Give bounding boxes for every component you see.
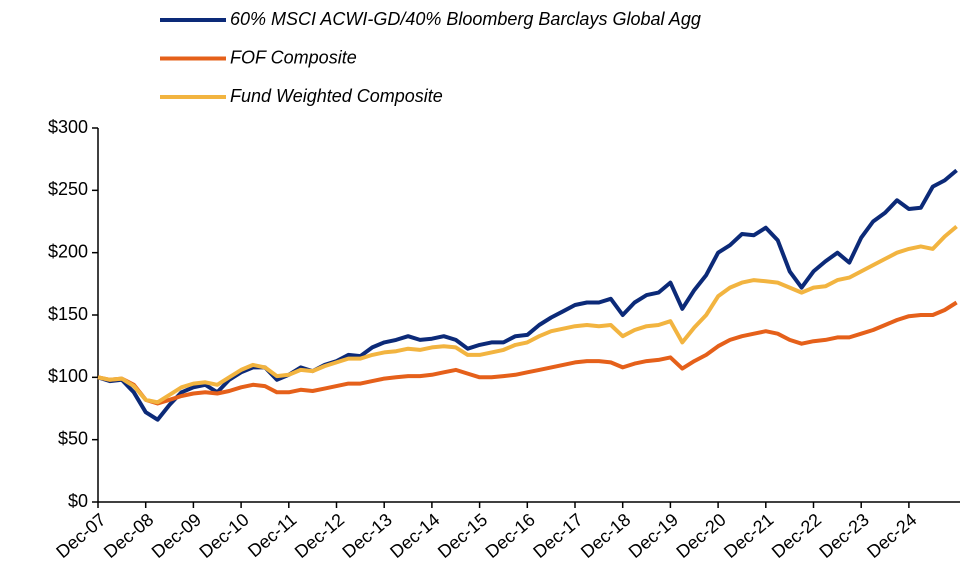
x-tick-label: Dec-10 [195,509,252,562]
x-tick-label: Dec-18 [577,509,634,562]
x-tick-label: Dec-16 [482,509,539,562]
y-tick-label: $0 [68,491,88,511]
x-tick-label: Dec-09 [148,509,205,562]
y-tick-label: $250 [48,179,88,199]
x-tick-label: Dec-13 [339,509,396,562]
series-line [97,300,958,406]
x-tick-label: Dec-11 [244,509,300,561]
y-tick-label: $100 [48,366,88,386]
y-tick-label: $200 [48,241,88,261]
x-tick-label: Dec-19 [625,509,682,562]
legend-label: FOF Composite [230,47,357,67]
y-tick-label: $300 [48,117,88,137]
x-tick-label: Dec-17 [529,509,586,562]
y-tick-label: $150 [48,304,88,324]
x-tick-label: Dec-07 [52,509,109,562]
series-line [97,224,958,405]
y-tick-label: $50 [58,428,88,448]
x-tick-label: Dec-14 [386,509,443,562]
series-line [97,168,958,422]
legend-label: Fund Weighted Composite [230,86,443,106]
x-tick-label: Dec-23 [816,509,873,562]
x-tick-label: Dec-22 [768,509,825,562]
x-tick-label: Dec-21 [720,509,777,562]
x-tick-label: Dec-24 [863,509,920,562]
x-tick-label: Dec-12 [291,509,348,562]
x-tick-label: Dec-15 [434,509,491,562]
legend-label: 60% MSCI ACWI-GD/40% Bloomberg Barclays … [230,9,701,29]
x-tick-label: Dec-08 [100,509,157,562]
x-tick-label: Dec-20 [672,509,729,562]
